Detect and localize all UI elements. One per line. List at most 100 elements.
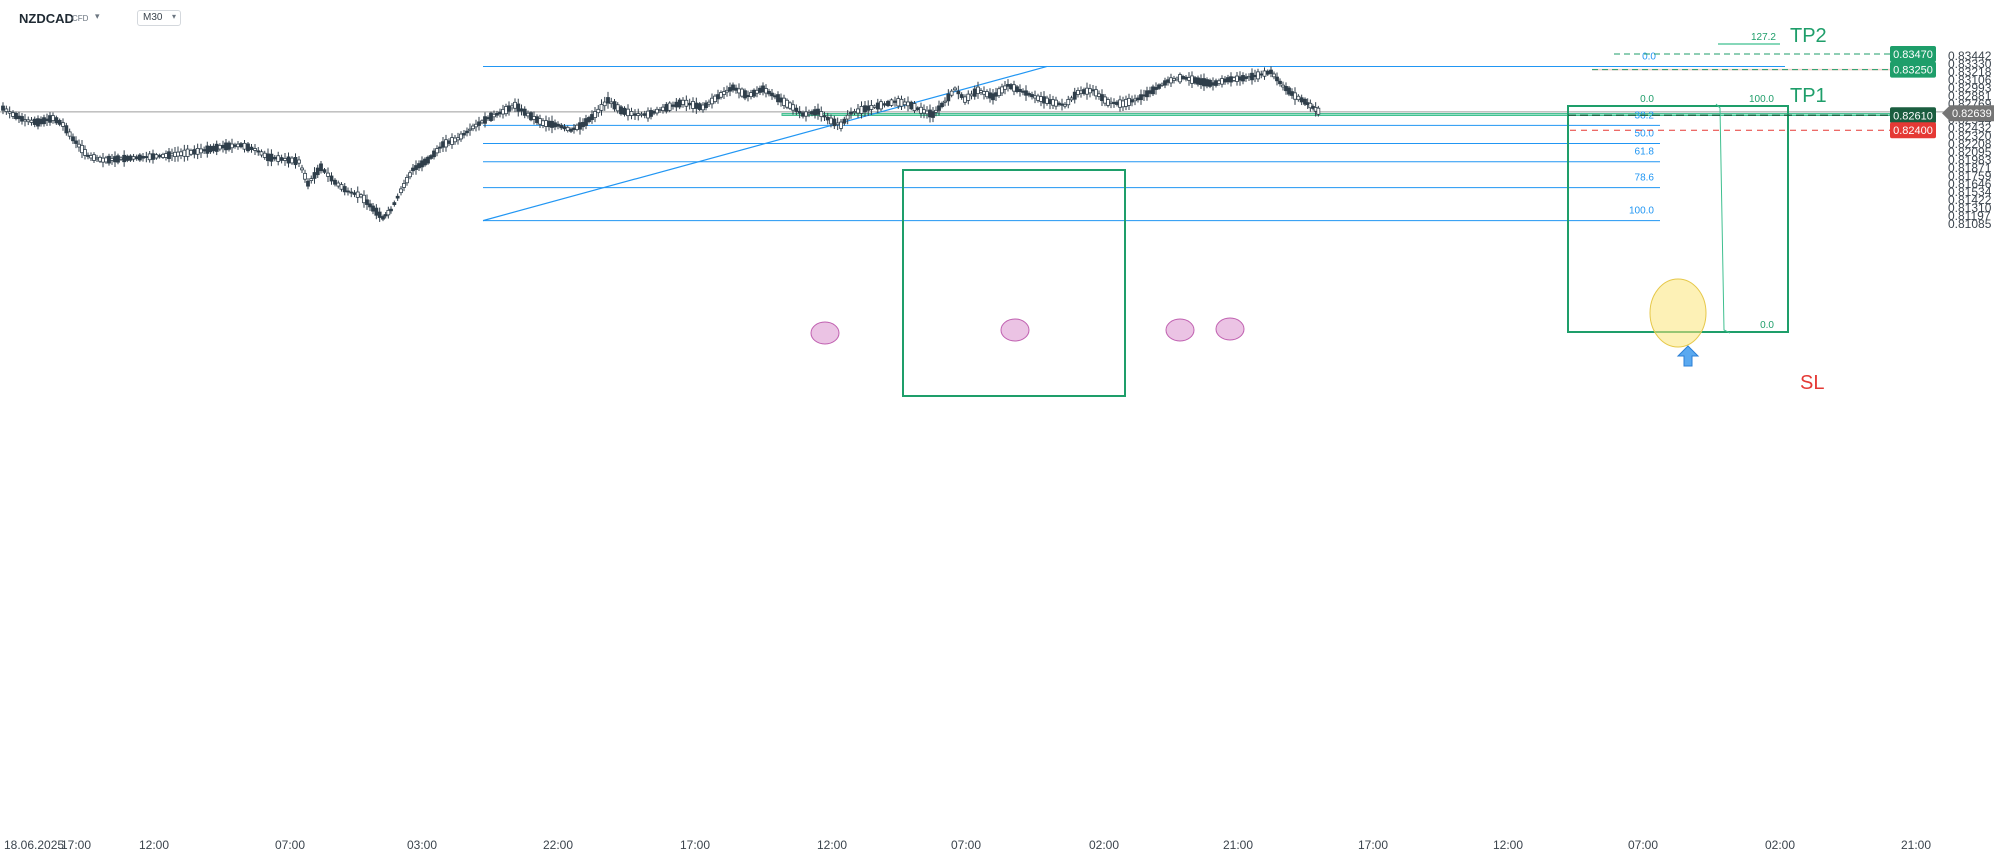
candle-body <box>227 142 231 150</box>
candle-body <box>949 90 954 96</box>
candle-body <box>922 109 926 114</box>
candle-body <box>1208 79 1212 87</box>
candle-body <box>164 153 168 158</box>
candle-body <box>538 118 542 125</box>
tp1-tag-label: 0.83250 <box>1893 65 1933 77</box>
candle-body <box>214 143 219 152</box>
candle-body <box>1045 97 1049 104</box>
candle-body <box>468 128 472 131</box>
candle-body <box>1214 80 1218 86</box>
candle-body <box>872 105 877 108</box>
candle-body <box>719 92 723 98</box>
candle-body <box>544 120 548 127</box>
candle-body <box>438 146 442 149</box>
candle-body <box>83 149 87 156</box>
candle-body <box>919 106 923 114</box>
candle-body <box>1299 97 1304 103</box>
candle-body <box>1054 99 1058 107</box>
candle-body <box>98 156 102 162</box>
candle-body <box>192 149 197 155</box>
candle-body <box>1250 72 1254 81</box>
candle-body <box>1187 77 1191 81</box>
candle-body <box>646 110 650 119</box>
candle-body <box>1112 101 1116 105</box>
candle-body <box>489 112 493 121</box>
support-zone <box>781 113 1891 116</box>
x-axis-tick-label: 02:00 <box>1089 838 1119 852</box>
candle-body <box>966 93 971 101</box>
candle-body <box>1160 83 1164 86</box>
candle-body <box>532 116 536 120</box>
candle-body <box>1072 91 1077 100</box>
symbol-name[interactable]: NZDCAD <box>19 11 74 26</box>
y-axis-tick-label: 0.83218 <box>1948 65 1992 79</box>
candle-body <box>236 143 240 148</box>
candle-body <box>389 208 393 212</box>
candle-body <box>462 132 466 136</box>
candle-body <box>612 101 617 110</box>
candle-body <box>492 113 496 118</box>
candle-body <box>57 120 62 125</box>
candle-body <box>11 112 15 117</box>
candle-body <box>322 169 327 173</box>
candle-body <box>1033 95 1037 99</box>
candle-body <box>925 110 929 115</box>
symbol-dropdown-icon[interactable]: ▾ <box>95 11 100 21</box>
candle-body <box>596 108 601 114</box>
box-label-127: 127.2 <box>1751 32 1776 43</box>
candle-body <box>386 209 391 216</box>
candle-body <box>80 144 84 154</box>
candle-body <box>587 117 591 123</box>
support-touch-marker <box>1215 317 1245 341</box>
candle-body <box>902 101 907 106</box>
candle-body <box>969 93 974 97</box>
candle-body <box>312 172 317 179</box>
candle-body <box>1021 90 1025 93</box>
candle-body <box>1199 78 1203 86</box>
tp2-annotation: TP2 <box>1790 25 1827 47</box>
candle-body <box>1293 92 1297 100</box>
candle-body <box>1009 84 1013 90</box>
candle-body <box>842 118 847 124</box>
candle-body <box>1169 77 1173 84</box>
candle-body <box>1118 99 1122 108</box>
candle-body <box>1308 102 1313 109</box>
candle-body <box>185 148 190 157</box>
timeframe-select[interactable]: M30 ▾ <box>137 10 181 26</box>
candle-body <box>937 105 941 111</box>
x-axis-tick-label: 12:00 <box>139 838 169 852</box>
candle-body <box>36 118 40 127</box>
y-axis-tick-label: 0.81310 <box>1948 201 1992 215</box>
candle-body <box>417 163 421 169</box>
candle-body <box>1018 88 1022 92</box>
candle-body <box>639 113 644 116</box>
candle-body <box>740 88 744 97</box>
x-axis-tick-label: 07:00 <box>951 838 981 852</box>
candle-body <box>599 104 604 111</box>
candle-body <box>1121 100 1125 108</box>
y-axis-tick-label: 0.81871 <box>1948 161 1992 175</box>
candle-body <box>329 175 334 182</box>
candle-body <box>972 88 977 97</box>
candle-body <box>195 148 200 155</box>
x-axis-tick-label: 21:00 <box>1223 838 1253 852</box>
candle-body <box>54 117 59 124</box>
candle-body <box>303 172 307 180</box>
candle-body <box>211 145 216 152</box>
candle-body <box>1148 90 1152 94</box>
candle-body <box>626 108 630 117</box>
fib-level-label: 0.0 <box>1642 51 1656 62</box>
candle-body <box>1139 94 1143 101</box>
candle-body <box>584 118 588 126</box>
candle-body <box>362 194 366 204</box>
candle-body <box>1217 80 1221 85</box>
x-axis-tick-label: 17:00 <box>680 838 710 852</box>
candle-body <box>1106 99 1110 106</box>
candle-body <box>89 155 93 159</box>
candle-body <box>399 188 403 194</box>
candle-body <box>157 154 162 158</box>
candle-body <box>86 154 90 157</box>
candle-body <box>290 157 294 164</box>
candle-body <box>687 102 692 106</box>
